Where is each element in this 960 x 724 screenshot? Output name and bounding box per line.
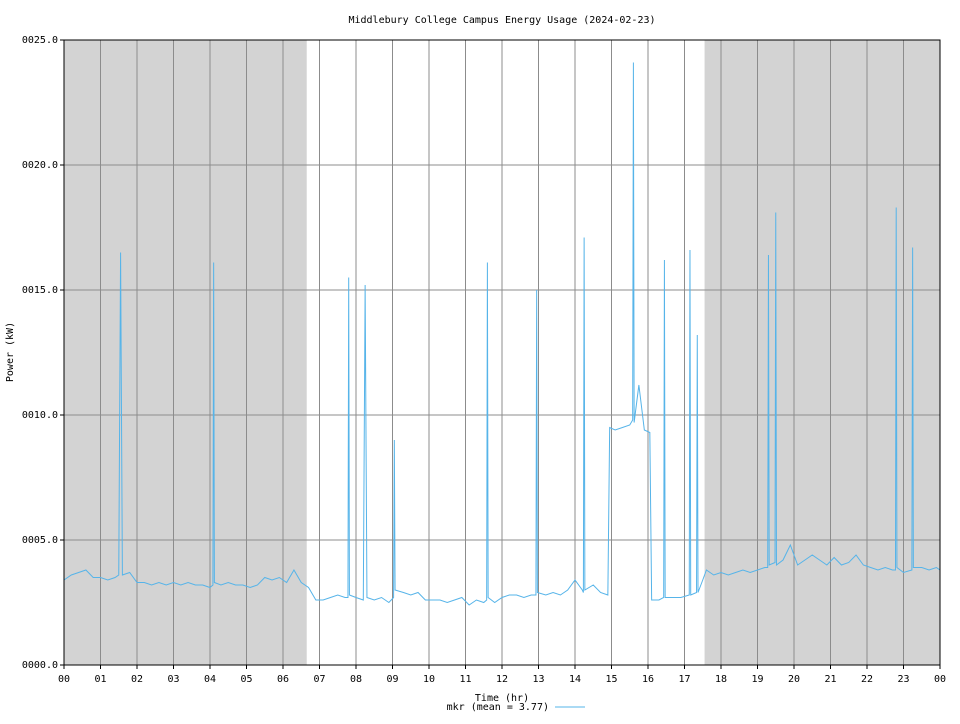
plot-area: 0000.0 0005.0 0010.0 0015.0 0020.0 0025.0 00 01… [22,35,946,685]
legend-label: mkr (mean = 3.77) [447,702,549,713]
y-tick-label: 0010.0 [22,410,58,421]
x-tick-label: 00 [58,674,70,685]
x-tick-label: 10 [423,674,435,685]
x-tick-label: 11 [459,674,471,685]
x-tick-label: 08 [350,674,362,685]
x-tick-label: 09 [386,674,398,685]
x-tick-label: 00 [934,674,946,685]
x-tick-label: 12 [496,674,508,685]
x-tick-label: 19 [751,674,763,685]
x-tick-label: 03 [167,674,179,685]
x-tick-label: 16 [642,674,654,685]
chart-title: Middlebury College Campus Energy Usage (… [348,15,655,26]
plot-frame [63,39,941,666]
x-tick-label: 07 [313,674,325,685]
data-line [63,62,941,606]
y-tick-label: 0000.0 [22,660,58,671]
x-tick-label: 15 [605,674,617,685]
y-axis-label: Power (kW) [5,322,16,382]
x-tick-label: 23 [897,674,909,685]
x-tick-label: 02 [131,674,143,685]
x-tick-label: 05 [240,674,252,685]
y-tick-label: 0025.0 [22,35,58,46]
x-tick-label: 20 [788,674,800,685]
x-tick-label: 21 [824,674,836,685]
y-tick-label: 0005.0 [22,535,58,546]
x-tick-label: 06 [277,674,289,685]
x-tick-label: 04 [204,674,216,685]
x-tick-label: 14 [569,674,581,685]
y-tick-label: 0015.0 [22,285,58,296]
x-axis-label: Time (hr) [475,693,529,704]
x-tick-label: 13 [532,674,544,685]
x-tick-label: 18 [715,674,727,685]
x-tick-label: 01 [94,674,106,685]
shaded-range [704,40,940,665]
x-tick-label: 22 [861,674,873,685]
y-tick-label: 0020.0 [22,160,58,171]
x-tick-label: 17 [678,674,690,685]
shaded-range [64,40,307,665]
